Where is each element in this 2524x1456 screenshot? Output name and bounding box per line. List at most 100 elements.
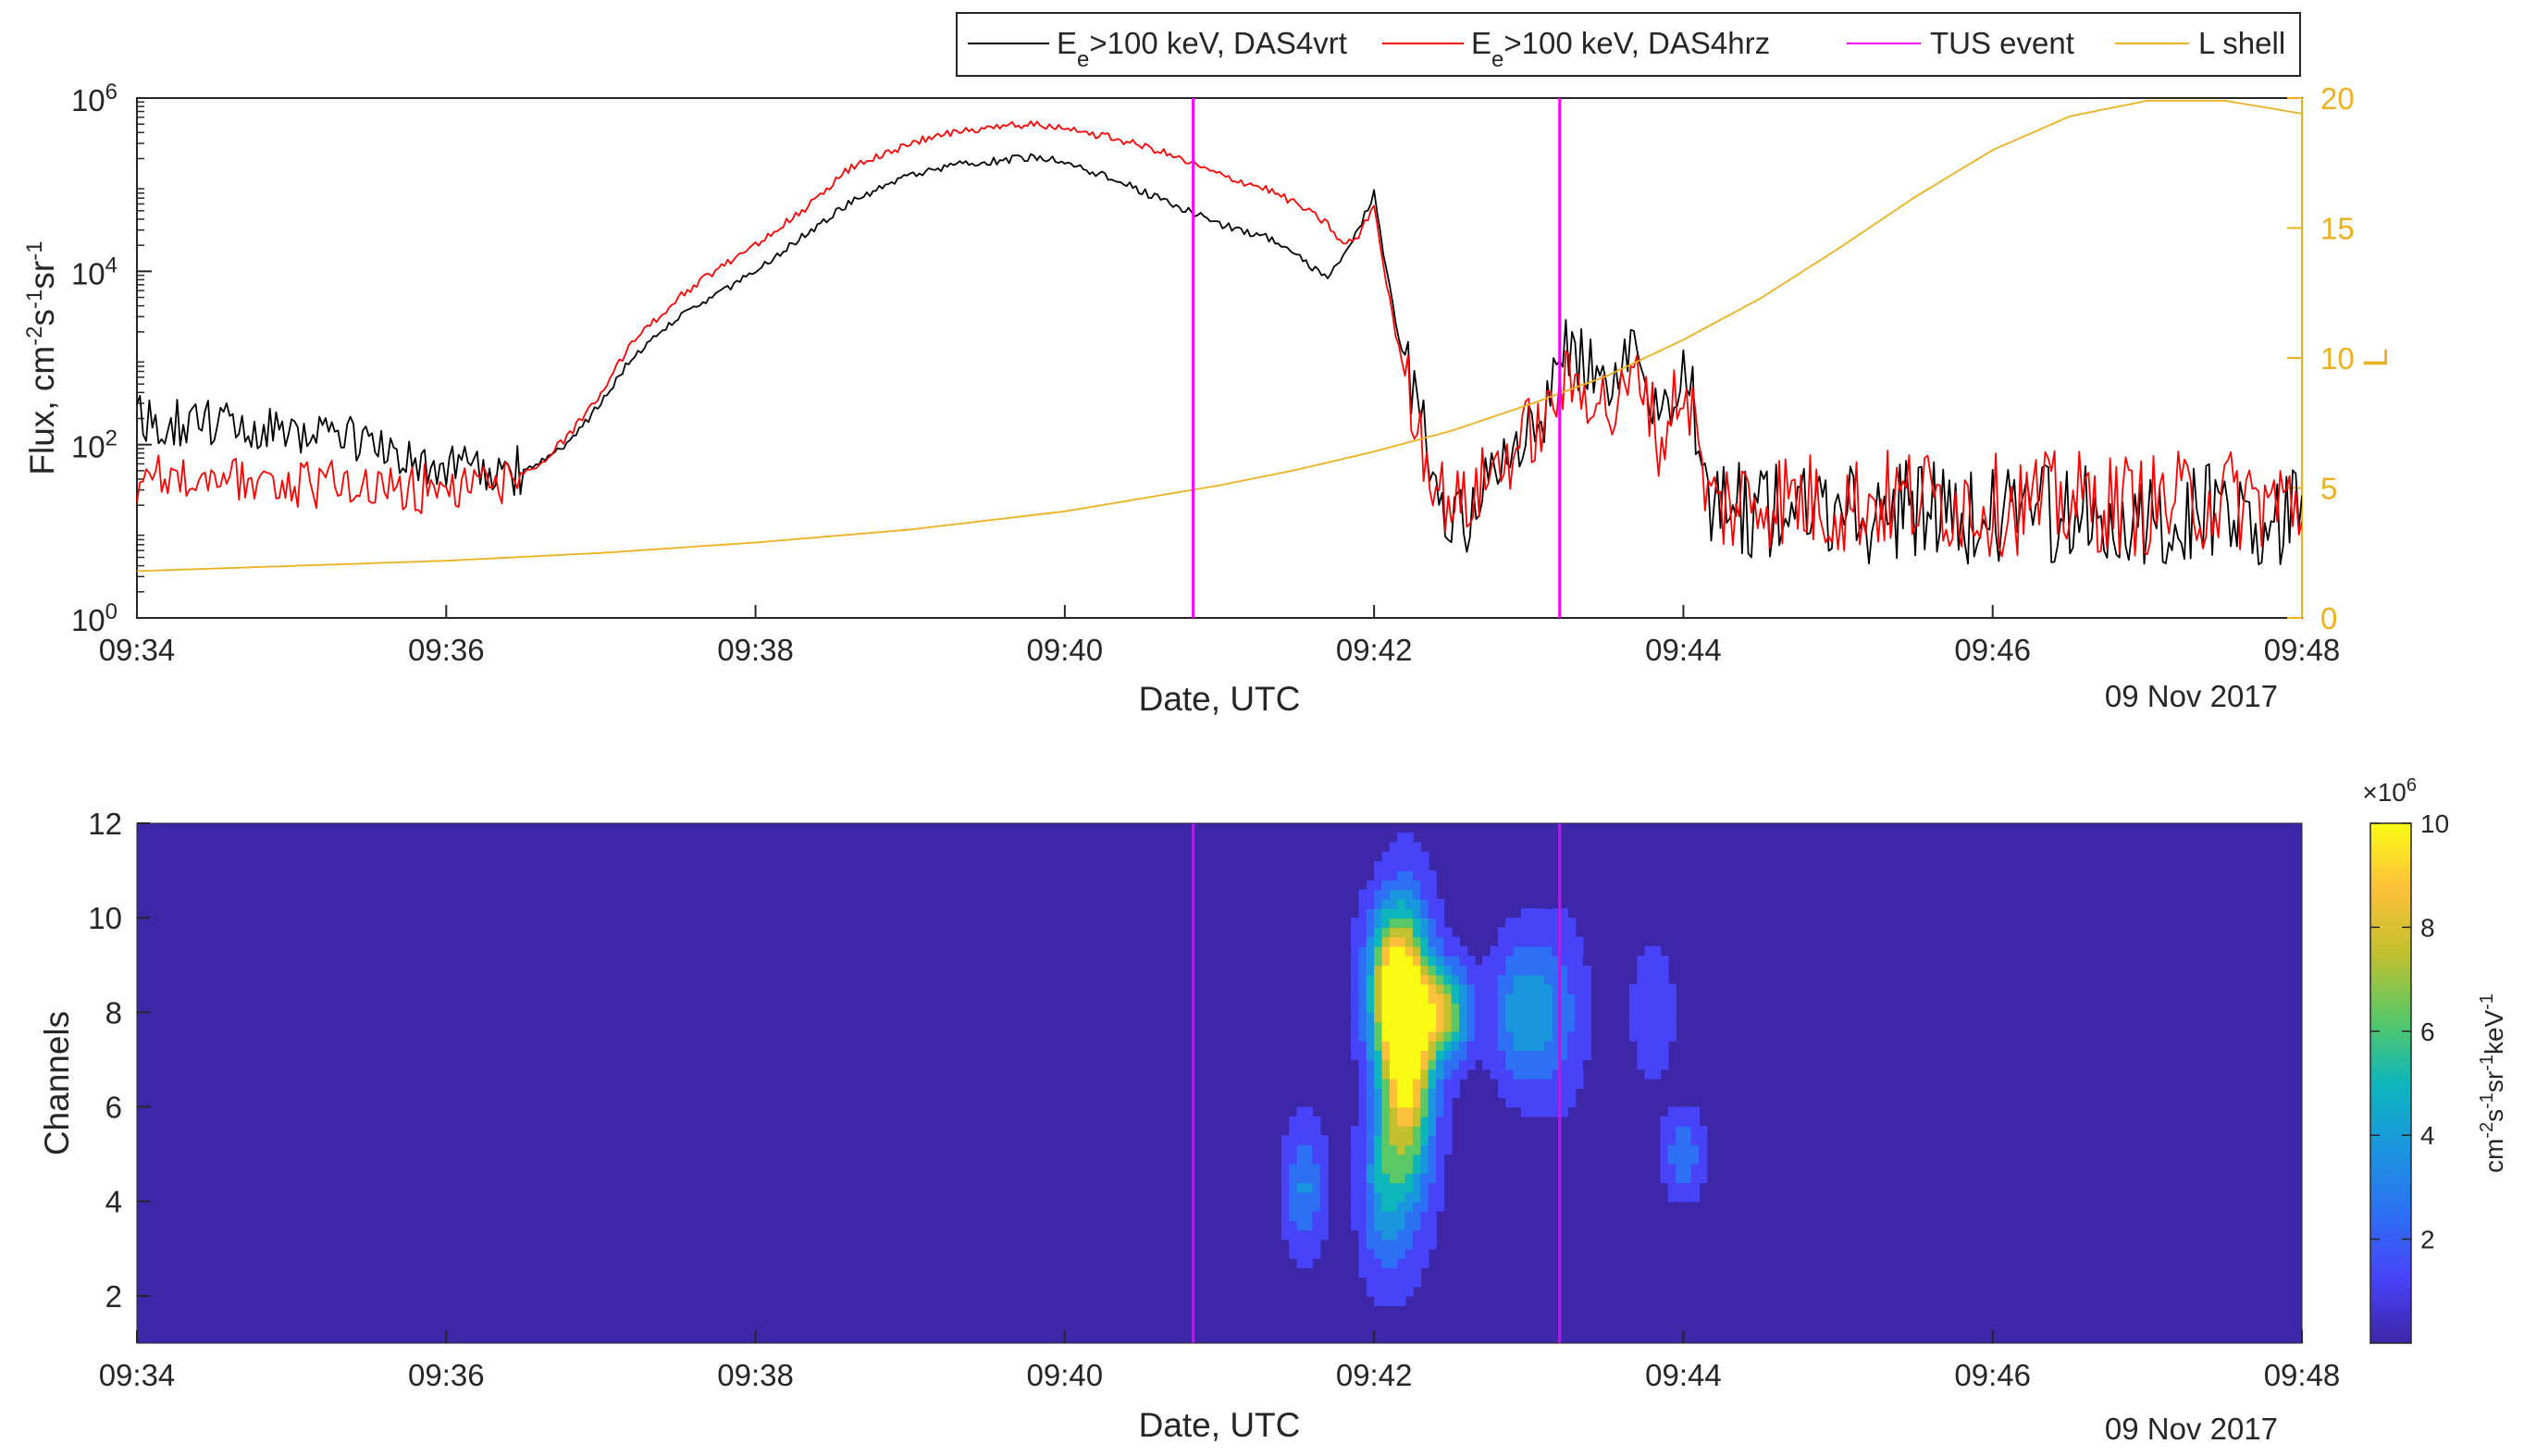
heatmap-cell xyxy=(1428,1078,1437,1089)
heatmap-cell xyxy=(1520,927,1530,938)
heatmap-cell xyxy=(1490,1068,1499,1080)
heatmap-cell xyxy=(1667,1163,1676,1174)
heatmap-cell xyxy=(1436,936,1445,947)
heatmap-cell xyxy=(1374,1126,1383,1136)
heatmap-cell xyxy=(1428,1163,1437,1174)
heatmap-cell xyxy=(1552,983,1561,994)
heatmap-cell xyxy=(1559,1003,1568,1014)
heatmap-cell xyxy=(1397,936,1406,947)
heatmap-cell xyxy=(1381,936,1391,947)
heatmap-cell xyxy=(1660,1173,1669,1184)
heatmap-cell xyxy=(1451,1003,1460,1014)
heatmap-cell xyxy=(1552,1059,1561,1070)
heatmap-cell xyxy=(1443,1135,1453,1146)
heatmap-cell xyxy=(1289,1182,1298,1193)
heatmap-cell xyxy=(1505,1097,1515,1108)
heatmap-cell xyxy=(1381,1041,1391,1051)
heatmap-cell xyxy=(1552,1050,1561,1061)
heatmap-cell xyxy=(1374,1248,1383,1259)
top-y2-tick-label: 20 xyxy=(2320,81,2355,116)
top-y-tick-label: 102 xyxy=(71,426,118,464)
heatmap-cell xyxy=(1366,1106,1375,1117)
heatmap-cell xyxy=(1497,1068,1507,1080)
heatmap-cell xyxy=(1319,1229,1329,1240)
heatmap-cell xyxy=(1351,1154,1360,1165)
heatmap-cell xyxy=(1428,1050,1437,1061)
heatmap-cell xyxy=(1319,1220,1329,1231)
heatmap-cell xyxy=(1567,1059,1577,1070)
heatmap-cell xyxy=(1660,1116,1669,1127)
heatmap-cell xyxy=(1304,1239,1314,1250)
heatmap-cell xyxy=(1505,1041,1515,1051)
heatmap-cell xyxy=(1544,936,1553,947)
heatmap-cell xyxy=(1404,870,1414,882)
heatmap-cell xyxy=(1436,908,1445,919)
heatmap-cell xyxy=(1412,1258,1422,1268)
heatmap-cell xyxy=(1637,1050,1646,1061)
top-x-tick-label: 09:48 xyxy=(2264,633,2341,667)
heatmap-cell xyxy=(1404,1163,1414,1174)
heatmap-cell xyxy=(1412,1041,1422,1051)
heatmap-cell xyxy=(1497,1088,1507,1099)
heatmap-cell xyxy=(1358,1229,1367,1240)
heatmap-cell xyxy=(1528,1106,1538,1117)
heatmap-cell xyxy=(1436,956,1445,967)
heatmap-cell xyxy=(1683,1182,1692,1193)
heatmap-cell xyxy=(1389,1041,1399,1051)
heatmap-cell xyxy=(1366,1182,1375,1193)
heatmap-cell xyxy=(1397,1295,1406,1306)
heatmap-cell xyxy=(1420,993,1429,1004)
heatmap-cell xyxy=(1397,842,1406,853)
heatmap-cell xyxy=(1366,908,1375,919)
heatmap-cell xyxy=(1567,1068,1577,1080)
heatmap-cell xyxy=(1397,833,1406,844)
heatmap-cell xyxy=(1304,1248,1314,1259)
heatmap-cell xyxy=(1397,1021,1406,1032)
heatmap-cell xyxy=(1582,956,1591,967)
heatmap-cell xyxy=(1559,965,1568,976)
heatmap-cell xyxy=(1428,993,1437,1004)
heatmap-cell xyxy=(1497,1012,1507,1023)
top-y-tick-label: 104 xyxy=(71,253,118,291)
heatmap-cell xyxy=(1420,1068,1429,1080)
heatmap-cell xyxy=(1428,1135,1437,1146)
heatmap-cell xyxy=(1404,1191,1414,1203)
heatmap-cell xyxy=(1404,1030,1414,1042)
heatmap-cell xyxy=(1505,1012,1515,1023)
heatmap-cell xyxy=(1436,1144,1445,1155)
colorbar-tick-label: 10 xyxy=(2420,809,2449,838)
heatmap-cell xyxy=(1660,1154,1669,1165)
heatmap-cell xyxy=(1351,927,1360,938)
heatmap-cell xyxy=(1428,1220,1437,1231)
heatmap-cell xyxy=(1289,1126,1298,1136)
heatmap-cell xyxy=(1412,1182,1422,1193)
heatmap-cell xyxy=(1482,983,1491,994)
heatmap-cell xyxy=(1412,1154,1422,1165)
heatmap-cell xyxy=(1374,1220,1383,1231)
heatmap-cell xyxy=(1490,1021,1499,1032)
heatmap-cell xyxy=(1420,1078,1429,1089)
heatmap-cell xyxy=(1667,1182,1676,1193)
heatmap-cell xyxy=(1676,1106,1685,1117)
heatmap-cell xyxy=(1296,1182,1305,1193)
heatmap-cell xyxy=(1559,1068,1568,1080)
heatmap-cell xyxy=(1459,1030,1468,1042)
heatmap-cell xyxy=(1389,1295,1399,1306)
heatmap-cell xyxy=(1366,993,1375,1004)
heatmap-cell xyxy=(1536,918,1545,929)
heatmap-cell xyxy=(1520,1078,1530,1089)
heatmap-cell xyxy=(1358,1154,1367,1165)
heatmap-cell xyxy=(1389,1229,1399,1240)
top-date-label: 09 Nov 2017 xyxy=(2105,679,2278,713)
heatmap-cell xyxy=(1428,1210,1437,1221)
heatmap-cell xyxy=(1404,1144,1414,1155)
heatmap-cell xyxy=(1397,983,1406,994)
heatmap-cell xyxy=(1366,1201,1375,1212)
heatmap-cell xyxy=(1420,889,1429,900)
heatmap-cell xyxy=(1420,1116,1429,1127)
heatmap-cell xyxy=(1490,1050,1499,1061)
heatmap-cell xyxy=(1567,1003,1577,1014)
heatmap-cell xyxy=(1281,1163,1291,1174)
heatmap-cell xyxy=(1428,983,1437,994)
heatmap-cell xyxy=(1552,1068,1561,1080)
